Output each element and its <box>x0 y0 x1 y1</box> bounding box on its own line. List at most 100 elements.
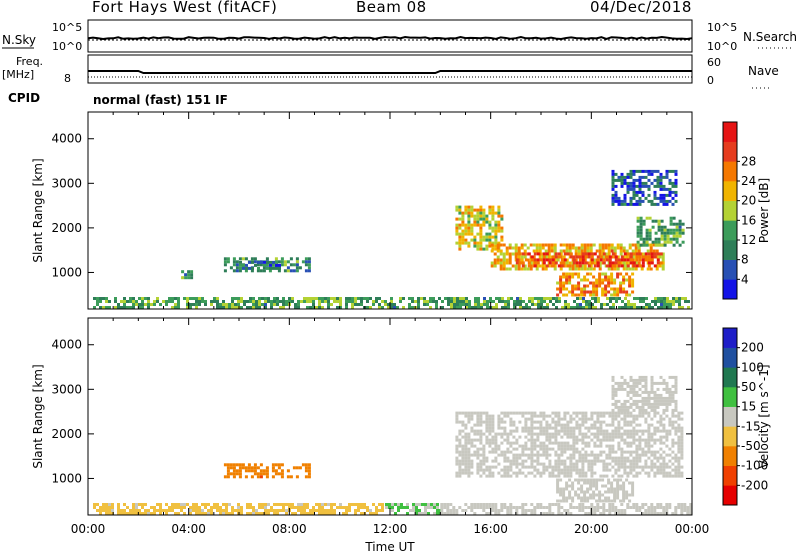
data-cell <box>659 414 663 418</box>
data-cell <box>566 411 570 415</box>
data-cell <box>617 426 621 430</box>
data-cell <box>479 205 483 209</box>
data-cell <box>264 512 267 515</box>
data-cell <box>595 487 599 491</box>
data-cell <box>500 468 504 472</box>
data-cell <box>638 444 642 448</box>
data-cell <box>653 512 657 515</box>
data-cell <box>668 474 672 478</box>
data-cell <box>494 244 498 248</box>
data-cell <box>538 264 542 268</box>
data-cell <box>619 287 623 291</box>
data-cell <box>589 246 593 250</box>
data-cell <box>114 306 117 309</box>
data-cell <box>542 468 546 472</box>
data-cell <box>464 238 468 242</box>
data-cell <box>653 255 657 259</box>
data-cell <box>418 509 421 512</box>
data-cell <box>671 399 675 403</box>
data-cell <box>659 381 663 385</box>
data-cell <box>440 503 444 506</box>
data-cell <box>538 252 542 256</box>
data-cell <box>644 438 648 442</box>
data-cell <box>562 284 566 288</box>
data-cell <box>620 456 624 460</box>
data-cell <box>464 232 468 236</box>
data-cell <box>464 423 468 427</box>
data-cell <box>659 417 663 421</box>
data-cell <box>588 300 591 303</box>
data-cell <box>680 465 684 469</box>
data-cell <box>455 229 459 233</box>
data-cell <box>424 506 427 509</box>
data-cell <box>656 387 660 391</box>
data-cell <box>583 287 587 291</box>
data-cell <box>654 303 657 306</box>
data-cell <box>261 503 264 506</box>
data-cell <box>620 509 624 512</box>
data-cell <box>560 429 564 433</box>
data-cell <box>515 456 519 460</box>
data-cell <box>375 509 378 512</box>
data-cell <box>589 264 593 268</box>
data-cell <box>581 414 585 418</box>
data-cell <box>596 453 600 457</box>
data-cell <box>455 414 459 418</box>
data-cell <box>259 463 263 467</box>
data-cell <box>494 223 498 227</box>
data-cell <box>683 509 687 512</box>
data-cell <box>608 506 612 509</box>
data-cell <box>503 506 507 509</box>
data-cell <box>289 475 293 479</box>
data-cell <box>548 261 552 265</box>
data-cell <box>571 293 575 297</box>
data-cell <box>102 509 105 512</box>
data-cell <box>333 503 336 506</box>
data-cell <box>569 447 573 451</box>
data-cell <box>507 297 510 300</box>
data-cell <box>563 459 567 463</box>
data-cell <box>629 258 633 262</box>
data-cell <box>461 232 465 236</box>
data-cell <box>429 300 432 303</box>
data-cell <box>306 297 309 300</box>
data-cell <box>330 506 333 509</box>
data-cell <box>506 512 510 515</box>
data-cell <box>581 435 585 439</box>
data-cell <box>456 300 459 303</box>
data-cell <box>665 396 669 400</box>
data-cell <box>681 228 685 232</box>
data-cell <box>632 432 636 436</box>
data-cell <box>581 462 585 466</box>
data-cell <box>677 429 681 433</box>
data-cell <box>521 414 525 418</box>
data-cell <box>455 459 459 463</box>
data-cell <box>611 396 615 400</box>
data-cell <box>201 297 204 300</box>
data-cell <box>195 306 198 309</box>
data-cell <box>509 411 513 415</box>
data-cell <box>449 503 453 506</box>
data-cell <box>303 503 306 506</box>
data-cell <box>644 381 648 385</box>
data-cell <box>641 384 645 388</box>
x-axis-label: Time UT <box>364 540 415 554</box>
data-cell <box>458 444 462 448</box>
data-cell <box>276 503 279 506</box>
data-cell <box>632 387 636 391</box>
data-cell <box>159 509 162 512</box>
data-cell <box>536 453 540 457</box>
data-cell <box>187 270 191 274</box>
data-cell <box>584 426 588 430</box>
data-cell <box>565 275 569 279</box>
data-cell <box>381 300 384 303</box>
colorbar-tick-label: 12 <box>741 233 756 247</box>
data-cell <box>273 300 276 303</box>
data-cell <box>461 229 465 233</box>
data-cell <box>656 258 660 262</box>
data-cell <box>458 208 462 212</box>
data-cell <box>588 306 591 309</box>
data-cell <box>638 393 642 397</box>
data-cell <box>357 503 360 506</box>
